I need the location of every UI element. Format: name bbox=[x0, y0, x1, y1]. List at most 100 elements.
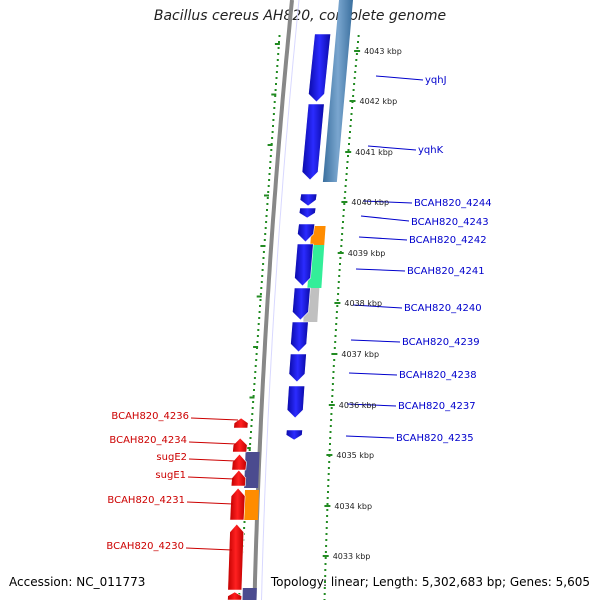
map-title: Bacillus cereus AH820, complete genome bbox=[153, 8, 447, 24]
ruler-dot bbox=[341, 233, 344, 235]
forward-gene-arrow bbox=[308, 33, 332, 103]
reverse-gene-arrow bbox=[227, 591, 243, 600]
ruler-dot bbox=[342, 209, 345, 211]
ruler-dot bbox=[324, 557, 327, 559]
ruler-dot bbox=[325, 533, 328, 535]
kbp-label: 4042 kbp bbox=[360, 97, 398, 106]
ruler-dot bbox=[276, 65, 279, 67]
ruler-dot bbox=[340, 245, 343, 247]
ruler-dot bbox=[248, 449, 251, 451]
ruler-dot bbox=[269, 161, 272, 163]
forward-gene-arrow bbox=[301, 103, 325, 181]
ruler-dot bbox=[249, 443, 252, 445]
ruler-dot bbox=[352, 95, 355, 97]
ruler-dot bbox=[332, 377, 335, 379]
ruler-dot bbox=[271, 131, 274, 133]
ruler-dot bbox=[325, 539, 328, 541]
ruler-dot bbox=[326, 509, 329, 511]
forward-gene-label: BCAH820_4244 bbox=[414, 198, 492, 209]
ruler-dot bbox=[353, 77, 356, 79]
ruler-dot bbox=[254, 365, 257, 367]
kbp-label: 4043 kbp bbox=[364, 47, 402, 56]
forward-gene-label: BCAH820_4235 bbox=[396, 433, 474, 444]
ruler-dot bbox=[331, 401, 333, 403]
ruler-dot bbox=[326, 503, 329, 505]
ruler-dot bbox=[273, 101, 276, 103]
ruler-dot bbox=[331, 395, 334, 397]
ruler-dot bbox=[341, 227, 344, 229]
kbp-label: 4039 kbp bbox=[348, 249, 386, 258]
forward-gene-arrow bbox=[288, 353, 307, 383]
ruler-dot bbox=[261, 275, 264, 277]
ruler-dot bbox=[275, 71, 278, 73]
ruler-dot bbox=[262, 257, 265, 259]
ruler-dot bbox=[324, 569, 327, 571]
ruler-tick bbox=[274, 43, 280, 45]
ruler-dot bbox=[357, 35, 360, 37]
ruler-tick bbox=[245, 447, 251, 449]
ruler-dot bbox=[253, 377, 256, 379]
leader-line bbox=[188, 441, 237, 445]
ruler-dot bbox=[338, 275, 341, 277]
kbp-label: 4036 kbp bbox=[339, 401, 377, 410]
ruler-dot bbox=[262, 263, 265, 265]
ruler-dot bbox=[351, 107, 353, 109]
forward-gene-arrow bbox=[297, 223, 316, 243]
ruler-tick bbox=[253, 346, 259, 348]
kbp-tick bbox=[334, 302, 341, 304]
ruler-dot bbox=[331, 389, 334, 391]
ruler-dot bbox=[332, 365, 335, 367]
ruler-dot bbox=[243, 521, 246, 523]
ruler-dot bbox=[263, 239, 266, 241]
ruler-dot bbox=[262, 251, 265, 253]
ruler-dot bbox=[354, 71, 357, 73]
ruler-dot bbox=[325, 521, 328, 523]
ruler-dot bbox=[267, 185, 270, 187]
kbp-tick bbox=[341, 201, 348, 203]
ruler-dot bbox=[273, 107, 276, 109]
ruler-dot bbox=[349, 131, 351, 133]
reverse-gene-arrow bbox=[230, 469, 247, 487]
ruler-dot bbox=[331, 383, 334, 385]
forward-gene-label: yqhK bbox=[418, 145, 444, 156]
forward-gene-arrow bbox=[298, 207, 317, 219]
ruler-dot bbox=[346, 161, 349, 163]
ruler-dot bbox=[258, 311, 261, 313]
kbp-label: 4037 kbp bbox=[341, 350, 379, 359]
reverse-gene-arrow bbox=[232, 437, 248, 453]
ruler-dot bbox=[259, 305, 261, 307]
ruler-dot bbox=[327, 479, 330, 481]
ruler-dot bbox=[323, 587, 326, 589]
ruler-dot bbox=[275, 83, 277, 85]
ruler-dot bbox=[272, 119, 275, 121]
ruler-dot bbox=[347, 149, 350, 151]
ruler-dot bbox=[335, 317, 338, 319]
ruler-dot bbox=[334, 341, 337, 343]
ruler-dot bbox=[261, 269, 264, 271]
leader-line bbox=[350, 339, 401, 343]
ruler-dot bbox=[324, 581, 326, 583]
ruler-dot bbox=[346, 167, 348, 169]
leader-line bbox=[352, 304, 403, 309]
genome-summary: Topology: linear; Length: 5,302,683 bp; … bbox=[270, 575, 590, 589]
ruler-dot bbox=[277, 53, 280, 55]
kbp-label: 4034 kbp bbox=[334, 502, 372, 511]
ruler-dot bbox=[355, 59, 358, 61]
ruler-dot bbox=[250, 431, 252, 433]
ruler-dot bbox=[327, 491, 329, 493]
accession-text: Accession: NC_011773 bbox=[9, 575, 146, 589]
ruler-dot bbox=[345, 179, 348, 181]
ruler-dot bbox=[260, 287, 263, 289]
purple-block bbox=[242, 588, 257, 600]
ruler-dot bbox=[347, 155, 349, 157]
ruler-dot bbox=[348, 143, 350, 145]
ruler-dot bbox=[256, 335, 259, 337]
kbp-label: 4035 kbp bbox=[336, 451, 374, 460]
forward-gene-arrow bbox=[299, 193, 318, 207]
ruler-dot bbox=[268, 179, 271, 181]
ruler-dot bbox=[342, 215, 345, 217]
kbp-label: 4041 kbp bbox=[355, 148, 393, 157]
ruler-dot bbox=[257, 329, 260, 331]
ruler-tick bbox=[271, 93, 277, 96]
